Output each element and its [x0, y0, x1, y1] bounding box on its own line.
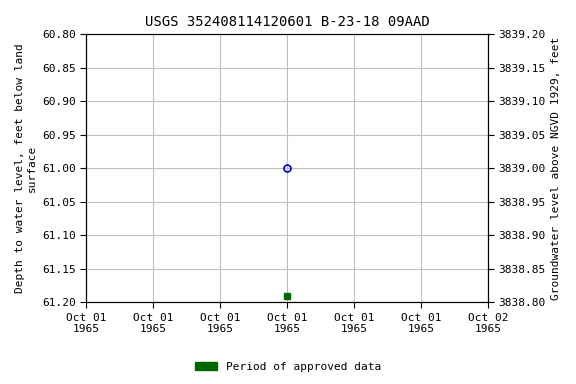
Y-axis label: Depth to water level, feet below land
surface: Depth to water level, feet below land su… [15, 43, 37, 293]
Title: USGS 352408114120601 B-23-18 09AAD: USGS 352408114120601 B-23-18 09AAD [145, 15, 430, 29]
Y-axis label: Groundwater level above NGVD 1929, feet: Groundwater level above NGVD 1929, feet [551, 37, 561, 300]
Legend: Period of approved data: Period of approved data [191, 358, 385, 377]
